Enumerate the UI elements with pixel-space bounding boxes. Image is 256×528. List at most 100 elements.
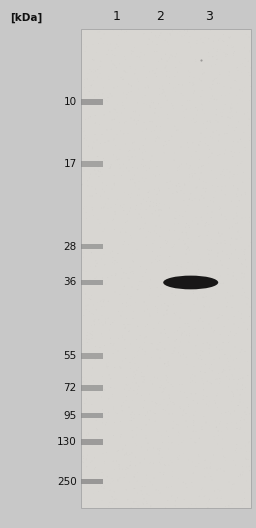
Point <box>153 104 157 112</box>
Point <box>94 417 98 425</box>
Point <box>133 439 137 448</box>
Point <box>155 345 159 353</box>
Point <box>186 139 190 147</box>
Point <box>94 169 98 178</box>
Point <box>242 398 246 407</box>
Point <box>124 303 129 311</box>
Point <box>234 77 238 86</box>
Text: 130: 130 <box>57 437 77 447</box>
Point <box>186 274 190 282</box>
Point <box>135 385 140 394</box>
Point <box>113 106 117 114</box>
Point <box>158 205 162 214</box>
Point <box>105 126 109 134</box>
Point <box>191 458 195 466</box>
Point <box>169 482 173 491</box>
Point <box>103 302 107 310</box>
Point <box>222 454 227 462</box>
Point <box>201 347 205 355</box>
Point <box>167 73 172 81</box>
Point <box>106 204 110 213</box>
Point <box>101 296 105 304</box>
Point <box>157 317 162 326</box>
Point <box>167 445 171 453</box>
Point <box>215 126 219 135</box>
Point <box>233 76 237 84</box>
Point <box>242 288 247 297</box>
Point <box>108 326 112 334</box>
Point <box>141 499 145 507</box>
Point <box>203 368 207 376</box>
Point <box>85 214 89 223</box>
Point <box>156 304 160 313</box>
Point <box>144 162 148 170</box>
Point <box>207 344 211 353</box>
Point <box>158 445 162 453</box>
Point <box>234 209 239 218</box>
Point <box>107 72 111 81</box>
Point <box>107 394 111 403</box>
Text: 3: 3 <box>205 10 212 23</box>
Point <box>92 465 97 473</box>
Point <box>230 104 234 112</box>
Point <box>248 64 252 72</box>
Point <box>222 37 226 46</box>
Point <box>211 451 215 459</box>
Point <box>92 320 97 329</box>
Point <box>123 344 127 353</box>
Point <box>185 483 189 492</box>
Point <box>227 503 231 511</box>
Point <box>134 335 138 344</box>
Point <box>194 350 198 358</box>
Point <box>235 385 239 394</box>
Point <box>130 50 134 58</box>
Point <box>167 79 172 88</box>
Point <box>191 289 195 298</box>
Point <box>208 303 212 311</box>
Point <box>88 276 92 284</box>
Point <box>196 317 200 325</box>
Point <box>148 156 153 165</box>
Point <box>197 175 201 183</box>
Point <box>132 107 136 116</box>
Point <box>177 80 181 89</box>
Point <box>223 350 227 359</box>
Point <box>123 336 127 344</box>
Point <box>216 464 220 473</box>
Point <box>230 100 234 108</box>
Point <box>186 400 190 409</box>
Point <box>165 306 169 314</box>
Point <box>147 187 151 195</box>
Point <box>157 212 161 220</box>
Point <box>125 164 129 172</box>
Point <box>168 30 172 38</box>
Point <box>167 461 171 469</box>
Point <box>197 266 201 274</box>
Point <box>235 171 239 179</box>
Point <box>175 494 179 502</box>
Point <box>164 140 168 148</box>
Point <box>200 192 204 200</box>
Point <box>239 374 243 383</box>
Point <box>188 32 192 41</box>
Point <box>168 252 172 261</box>
Point <box>140 149 144 157</box>
Point <box>127 380 131 389</box>
Point <box>112 465 116 474</box>
Point <box>114 63 118 72</box>
Point <box>79 236 83 244</box>
Point <box>145 499 149 508</box>
Point <box>136 468 140 477</box>
Point <box>155 196 159 204</box>
Point <box>212 436 217 444</box>
Point <box>222 322 226 331</box>
Point <box>111 404 115 413</box>
Point <box>152 474 156 482</box>
Point <box>156 33 161 42</box>
Point <box>138 53 142 62</box>
Point <box>210 246 214 254</box>
Text: 95: 95 <box>63 411 77 420</box>
Point <box>165 169 169 178</box>
Point <box>136 389 140 398</box>
Point <box>93 111 97 120</box>
